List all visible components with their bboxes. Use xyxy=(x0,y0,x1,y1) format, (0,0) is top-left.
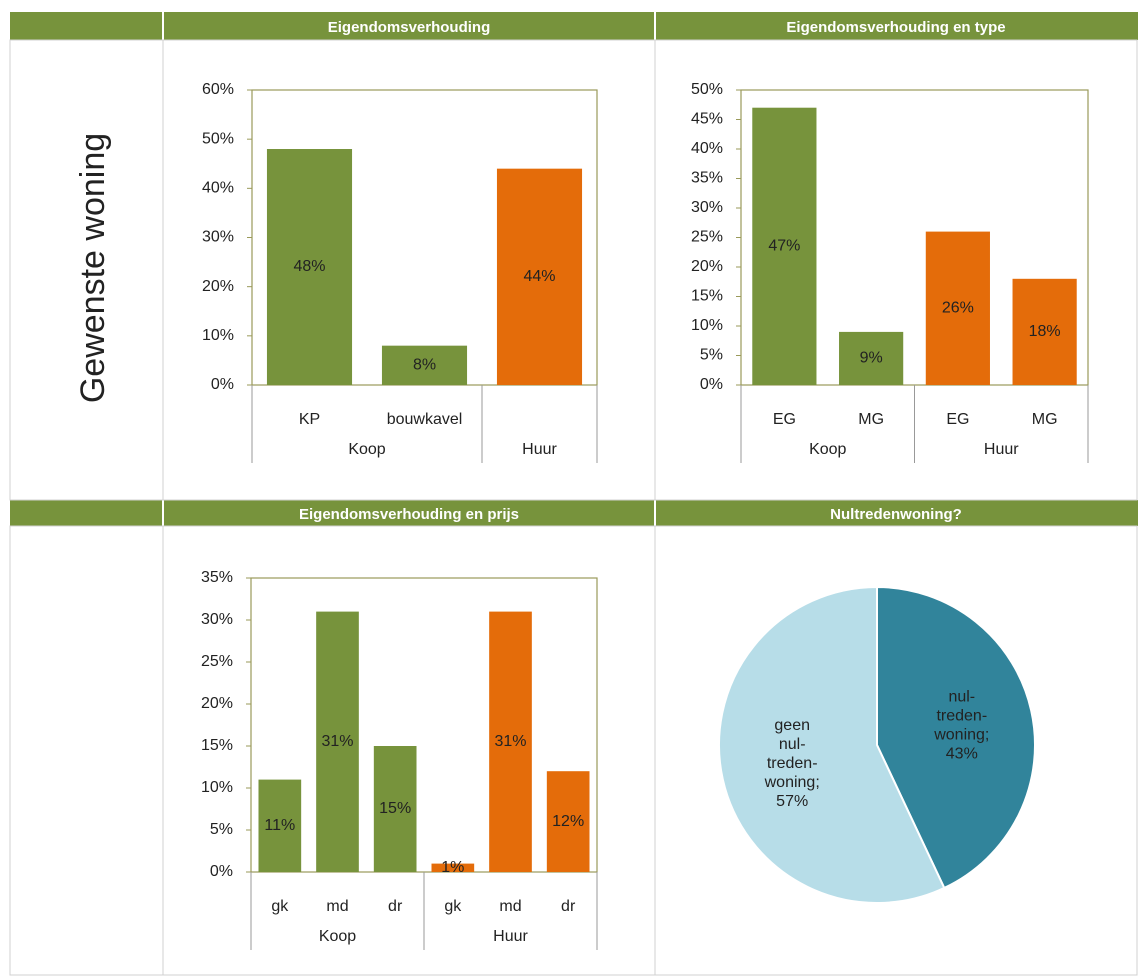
data-label: 48% xyxy=(293,258,325,275)
group-label: Huur xyxy=(493,928,528,945)
group-label: Koop xyxy=(348,441,385,458)
row-label: Gewenste woning xyxy=(74,133,112,403)
header-bar xyxy=(10,12,1138,40)
slice-label-line: geen xyxy=(774,717,810,734)
slice-label-line: nul- xyxy=(948,689,975,706)
header-bar xyxy=(10,500,1138,526)
bar xyxy=(1012,278,1077,385)
bar xyxy=(373,746,417,872)
data-label: 12% xyxy=(552,813,584,830)
x-tick-label: MG xyxy=(858,411,884,428)
group-label: Koop xyxy=(319,928,356,945)
pie-slice xyxy=(876,585,1036,890)
data-label: 1% xyxy=(441,859,464,876)
data-label: 8% xyxy=(413,357,436,374)
y-tick-label: 50% xyxy=(691,81,723,98)
x-tick-label: dr xyxy=(561,898,576,915)
y-tick-label: 50% xyxy=(202,130,234,147)
slice-label: nul-treden-woning; 43% xyxy=(933,689,989,763)
x-tick-label: md xyxy=(499,898,521,915)
y-tick-label: 30% xyxy=(202,229,234,246)
x-tick-label: gk xyxy=(444,898,462,915)
bar xyxy=(489,611,532,872)
chart-title: Eigendomsverhouding xyxy=(328,19,491,36)
data-label: 47% xyxy=(768,238,800,255)
data-label: 9% xyxy=(860,350,883,367)
y-tick-label: 10% xyxy=(691,317,723,334)
bar xyxy=(925,231,990,385)
x-tick-label: dr xyxy=(388,898,403,915)
slice-label-line: woning; xyxy=(764,774,820,791)
bar xyxy=(546,771,590,872)
pie-slice xyxy=(718,585,946,904)
x-tick-label: EG xyxy=(946,411,969,428)
data-label: 18% xyxy=(1029,323,1061,340)
data-label: 31% xyxy=(321,733,353,750)
slice-value-label: 57% xyxy=(776,793,808,810)
bar xyxy=(266,149,353,385)
y-tick-label: 15% xyxy=(691,288,723,305)
x-tick-label: bouwkavel xyxy=(387,411,463,428)
y-tick-label: 15% xyxy=(201,737,233,754)
bar xyxy=(496,168,583,385)
cell xyxy=(9,525,164,976)
plot-frame xyxy=(250,577,598,873)
data-label: 44% xyxy=(523,268,555,285)
y-tick-label: 0% xyxy=(210,863,233,880)
y-tick-label: 0% xyxy=(211,376,234,393)
y-tick-label: 60% xyxy=(202,81,234,98)
slice-label-line: nul- xyxy=(779,736,806,753)
bar xyxy=(316,611,359,872)
y-tick-label: 5% xyxy=(700,347,723,364)
bar xyxy=(381,345,468,385)
bar xyxy=(839,331,904,385)
y-tick-label: 30% xyxy=(691,199,723,216)
y-tick-label: 10% xyxy=(202,327,234,344)
group-label: Koop xyxy=(809,441,846,458)
y-tick-label: 0% xyxy=(700,376,723,393)
x-tick-label: md xyxy=(326,898,348,915)
cell xyxy=(654,525,1138,976)
data-label: 26% xyxy=(942,300,974,317)
group-label: Huur xyxy=(522,441,557,458)
y-tick-label: 40% xyxy=(691,140,723,157)
slice-label: geen nul-treden-woning; 57% xyxy=(764,717,820,810)
x-tick-label: gk xyxy=(271,898,289,915)
bar xyxy=(752,107,817,385)
bar xyxy=(258,779,302,872)
y-tick-label: 40% xyxy=(202,180,234,197)
y-tick-label: 20% xyxy=(691,258,723,275)
y-tick-label: 35% xyxy=(691,170,723,187)
y-tick-label: 20% xyxy=(202,278,234,295)
chart-title: Nultredenwoning? xyxy=(830,506,962,523)
y-tick-label: 5% xyxy=(210,821,233,838)
y-tick-label: 25% xyxy=(201,653,233,670)
chart-title: Eigendomsverhouding en prijs xyxy=(299,506,519,523)
y-tick-label: 30% xyxy=(201,611,233,628)
y-tick-label: 35% xyxy=(201,569,233,586)
slice-label-line: woning; xyxy=(933,727,989,744)
x-tick-label: MG xyxy=(1032,411,1058,428)
data-label: 15% xyxy=(379,800,411,817)
y-tick-label: 20% xyxy=(201,695,233,712)
data-label: 31% xyxy=(494,733,526,750)
y-tick-label: 25% xyxy=(691,229,723,246)
slice-label-line: treden- xyxy=(767,755,818,772)
slice-value-label: 43% xyxy=(946,746,978,763)
x-tick-label: EG xyxy=(773,411,796,428)
slice-label-line: treden- xyxy=(936,708,987,725)
data-label: 11% xyxy=(264,817,295,834)
bar xyxy=(431,863,475,872)
chart-title: Eigendomsverhouding en type xyxy=(786,19,1005,36)
group-label: Huur xyxy=(984,441,1019,458)
x-tick-label: KP xyxy=(299,411,320,428)
y-tick-label: 10% xyxy=(201,779,233,796)
cell xyxy=(654,39,1138,501)
y-tick-label: 45% xyxy=(691,111,723,128)
